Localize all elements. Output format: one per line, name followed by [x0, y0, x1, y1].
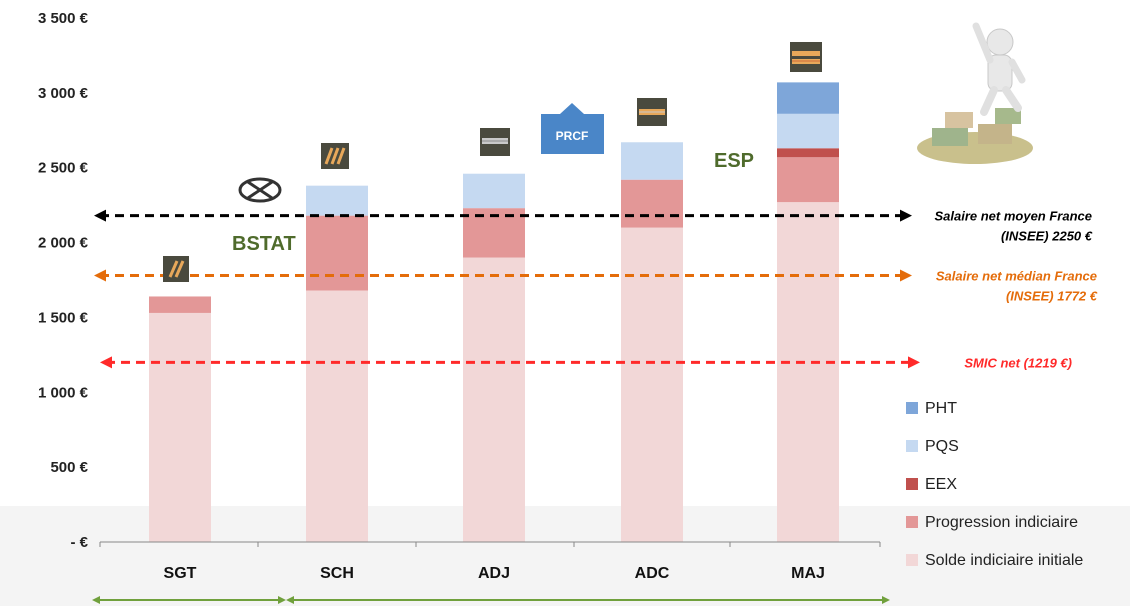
reference-line-label: (INSEE) 2250 €: [1001, 229, 1093, 244]
adc-insignia-icon: [637, 98, 667, 126]
reference-line-label: (INSEE) 1772 €: [1006, 289, 1098, 304]
bstat-label: BSTAT: [232, 233, 296, 255]
x-tick-label: ADC: [635, 565, 670, 582]
bar-adc-progression-indiciaire: [621, 179, 683, 228]
bar-maj-eex: [777, 148, 839, 158]
legend-swatch: [906, 516, 918, 528]
legend-label: Solde indiciaire initiale: [925, 552, 1083, 569]
y-tick-label: - €: [70, 534, 88, 551]
bar-sgt-progression-indiciaire: [149, 296, 211, 313]
bar-adc-pqs: [621, 142, 683, 180]
esp-label: ESP: [714, 150, 754, 172]
legend-swatch: [906, 554, 918, 566]
bstat-laurel-icon: [238, 177, 282, 203]
y-tick-label: 1 000 €: [38, 384, 89, 401]
legend-label: EEX: [925, 476, 957, 493]
x-tick-label: MAJ: [791, 565, 825, 582]
y-tick-label: 2 500 €: [38, 160, 89, 177]
legend-label: Progression indiciaire: [925, 514, 1078, 531]
sgt-insignia-icon: [163, 256, 189, 282]
prcf-label: PRCF: [556, 129, 589, 143]
y-tick-label: 1 500 €: [38, 309, 89, 326]
x-axis-labels: SGT SCH ADJ ADC MAJ: [164, 565, 825, 582]
reference-line-label: Salaire net moyen France: [934, 209, 1092, 224]
legend: PHT PQS EEX Progression indiciaire Solde ind…: [906, 400, 1083, 569]
x-tick-label: SGT: [164, 565, 197, 582]
legend-swatch: [906, 440, 918, 452]
prcf-badge: PRCF: [541, 103, 604, 154]
bar-adj-pqs: [463, 173, 525, 209]
bar-sgt-solde-indiciaire-initiale: [149, 312, 211, 542]
sch-insignia-icon: [321, 143, 349, 169]
x-tick-label: ADJ: [478, 565, 510, 582]
reference-line-label: SMIC net (1219 €): [964, 355, 1072, 370]
adj-insignia-icon: [480, 128, 510, 156]
x-tick-label: SCH: [320, 565, 354, 582]
legend-swatch: [906, 402, 918, 414]
bar-maj-pqs: [777, 113, 839, 149]
y-tick-label: 2 000 €: [38, 235, 89, 252]
bar-maj-solde-indiciaire-initiale: [777, 202, 839, 543]
y-tick-label: 500 €: [50, 459, 88, 476]
bar-maj-progression-indiciaire: [777, 157, 839, 203]
legend-label: PQS: [925, 438, 959, 455]
x-tick-marks: [99, 542, 881, 547]
bar-sch-pqs: [306, 185, 368, 216]
bar-maj-pht: [777, 82, 839, 114]
legend-swatch: [906, 478, 918, 490]
y-tick-label: 3 000 €: [38, 85, 89, 102]
bar-sch-progression-indiciaire: [306, 215, 368, 291]
reference-line-label: Salaire net médian France: [936, 269, 1097, 284]
bar-adj-solde-indiciaire-initiale: [463, 257, 525, 542]
maj-insignia-icon: [790, 42, 822, 72]
money-man-icon: [917, 22, 1033, 164]
legend-label: PHT: [925, 400, 957, 417]
y-axis-labels: - € 500 € 1 000 € 1 500 € 2 000 € 2 500 € 3 00…: [38, 10, 89, 551]
bar-sch-solde-indiciaire-initiale: [306, 290, 368, 542]
reference-lines: Salaire net moyen France (INSEE) 2250 € Sa…: [94, 209, 1098, 370]
y-tick-label: 3 500 €: [38, 10, 89, 27]
